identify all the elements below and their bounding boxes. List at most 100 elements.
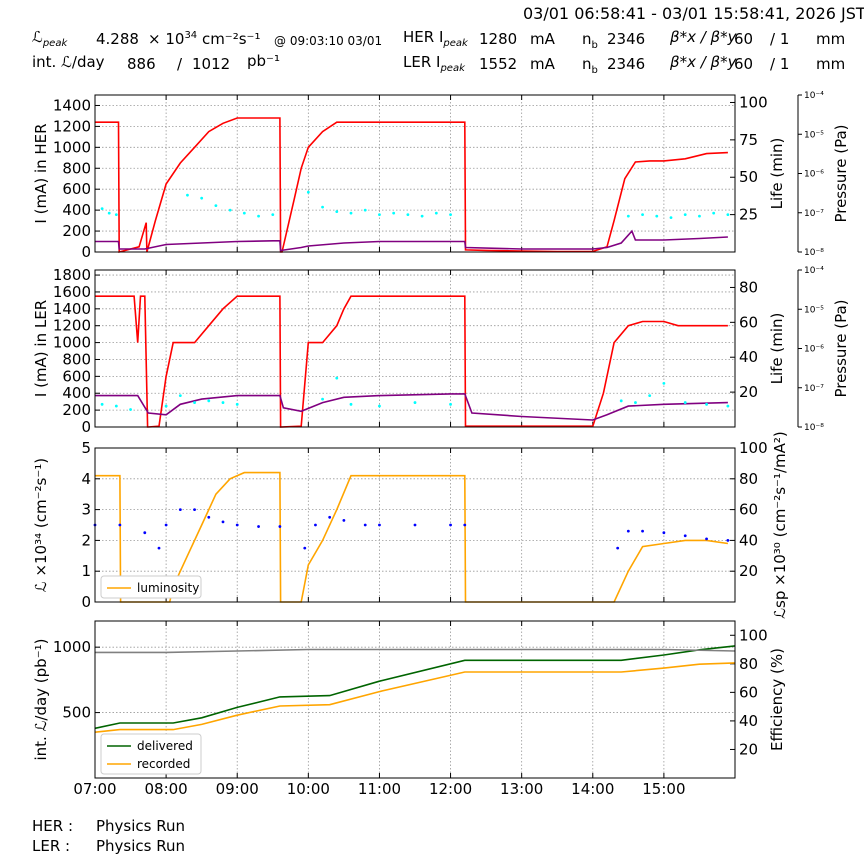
pressure-point: [662, 381, 666, 385]
int-l-sep: /: [177, 55, 183, 73]
specific-point: [413, 523, 417, 527]
pressure-point: [378, 404, 381, 408]
current-line: [95, 117, 728, 254]
y-tick-label: 200: [62, 222, 91, 240]
pressure-tick-label: 10⁻⁴: [804, 91, 824, 101]
footer-ler-label: LER :: [32, 837, 71, 855]
specific-point: [157, 546, 161, 550]
pressure-tick-label: 10⁻⁴: [804, 266, 824, 276]
y-tick-label: 1200: [53, 317, 91, 335]
y2-axis-label: Life (min): [768, 138, 786, 210]
current-line: [95, 295, 728, 428]
specific-point: [626, 529, 630, 533]
pressure-point: [114, 213, 118, 217]
pressure-point: [100, 207, 104, 211]
panel-frame: [94, 269, 736, 428]
pressure-point: [114, 404, 118, 408]
specific-point: [207, 515, 211, 519]
specific-point: [683, 534, 687, 538]
y-tick-label: 4: [81, 470, 91, 488]
y-axis-label: I (mA) in LER: [32, 300, 50, 397]
pressure-point: [349, 211, 353, 215]
y-tick-label: 400: [62, 201, 91, 219]
specific-point: [143, 531, 147, 535]
specific-point: [449, 523, 452, 527]
y2-tick-label: 100: [739, 626, 768, 644]
y-tick-label: 200: [62, 401, 91, 419]
specific-point: [303, 546, 307, 550]
x-tick-label: 13:00: [500, 780, 543, 798]
pressure-point: [321, 397, 324, 401]
pressure-point: [683, 213, 687, 217]
y2-tick-label: 40: [739, 712, 758, 730]
pressure-point: [178, 394, 182, 397]
pressure-tick-label: 10⁻⁸: [804, 248, 824, 258]
pressure-point: [449, 402, 452, 406]
y2-axis-label: ℒsp ×10³⁰ (cm⁻²s⁻¹/mA²): [771, 431, 789, 619]
specific-point: [257, 525, 260, 528]
pressure-point: [186, 193, 189, 197]
y-tick-label: 400: [62, 384, 91, 402]
lpeak-value: 4.288: [96, 30, 139, 48]
y-tick-label: 500: [62, 704, 91, 722]
pressure-point: [619, 399, 623, 403]
ler-nb-value: 2346: [607, 55, 646, 73]
y-tick-label: 1000: [53, 638, 91, 656]
y2-tick-label: 40: [739, 531, 758, 549]
y-axis-label: ℒ ×10³⁴ (cm⁻²s⁻¹): [32, 458, 50, 592]
footer-her-status: Physics Run: [96, 817, 186, 835]
pressure-point: [100, 402, 104, 406]
x-tick-label: 15:00: [642, 780, 685, 798]
y2-tick-label: 60: [739, 501, 758, 519]
footer-her-label: HER :: [32, 817, 74, 835]
y-tick-label: 1200: [53, 117, 91, 135]
pressure-point: [655, 214, 659, 218]
y2-tick-label: 80: [739, 278, 758, 296]
y2-tick-label: 20: [739, 740, 758, 758]
y-tick-label: 2: [81, 531, 91, 549]
specific-point: [278, 525, 282, 528]
her-nb-label: nb: [582, 30, 598, 51]
y-tick-label: 600: [62, 180, 91, 198]
pressure-point: [634, 401, 637, 404]
pressure-point: [420, 214, 424, 218]
pressure-point: [669, 216, 673, 220]
y2-tick-label: 80: [739, 655, 758, 673]
pressure-point: [321, 205, 324, 209]
specific-point: [221, 520, 225, 524]
pressure-point: [413, 401, 417, 404]
efficiency-line: [95, 648, 736, 654]
pressure-point: [363, 208, 367, 212]
pressure-point: [242, 211, 246, 215]
footer-ler-status: Physics Run: [96, 837, 186, 855]
y2-tick-label: 40: [739, 348, 758, 366]
pressure-point: [164, 404, 168, 408]
y-tick-label: 1800: [53, 266, 91, 284]
specific-point: [178, 508, 182, 511]
time-range: 03/01 06:58:41 - 03/01 15:58:41, 2026 JS…: [523, 4, 864, 23]
pressure-tick-label: 10⁻⁵: [804, 305, 824, 315]
delivered-line: [94, 645, 736, 730]
pressure-point: [449, 213, 452, 217]
lpeak-at: @ 09:03:10 03/01: [274, 34, 383, 48]
pressure-point: [335, 376, 339, 380]
x-tick-label: 07:00: [73, 780, 116, 798]
pressure-point: [698, 214, 701, 218]
specific-point: [363, 523, 367, 527]
y-tick-label: 0: [81, 418, 91, 436]
life-line: [95, 393, 728, 421]
y-tick-label: 1000: [53, 334, 91, 352]
ler-peak-value: 1552: [479, 55, 518, 73]
lpeak-unit: × 1034 cm⁻²s⁻¹: [148, 30, 261, 48]
her-peak-unit: mA: [530, 30, 555, 48]
pressure-point: [392, 211, 396, 215]
y-axis-label: I (mA) in HER: [32, 123, 50, 223]
y2-tick-label: 100: [739, 93, 768, 111]
her-beta-y: / 1: [770, 30, 790, 48]
specific-point: [235, 523, 239, 527]
specific-point: [463, 523, 467, 527]
pressure-point: [207, 399, 211, 403]
legend-label: recorded: [137, 757, 190, 771]
pressure-point: [726, 404, 730, 408]
